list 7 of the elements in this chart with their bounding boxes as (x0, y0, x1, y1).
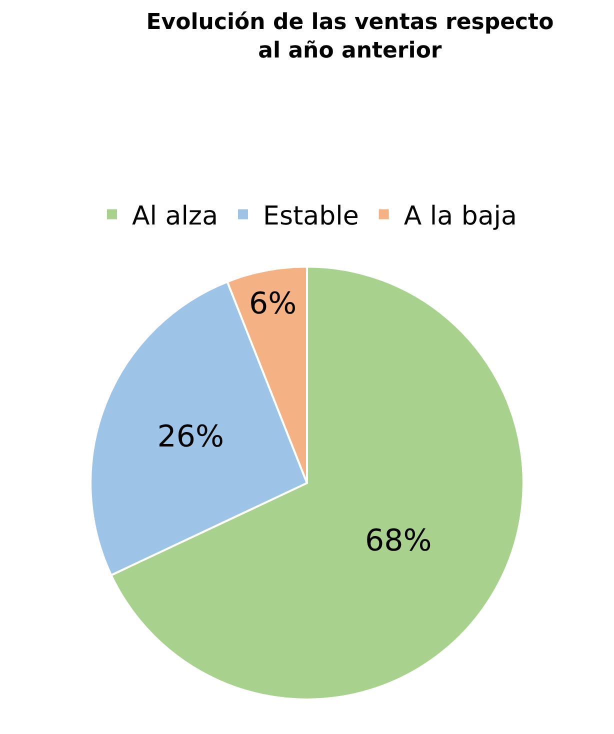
data-label: 26% (157, 419, 224, 454)
data-label: 6% (249, 286, 297, 322)
chart-title: Evolución de las ventas respecto al año anterior (146, 10, 554, 64)
legend-label: A la baja (404, 201, 517, 232)
legend-label: Estable (263, 201, 359, 232)
legend-label: Al alza (132, 201, 218, 232)
data-label: 68% (365, 523, 432, 558)
